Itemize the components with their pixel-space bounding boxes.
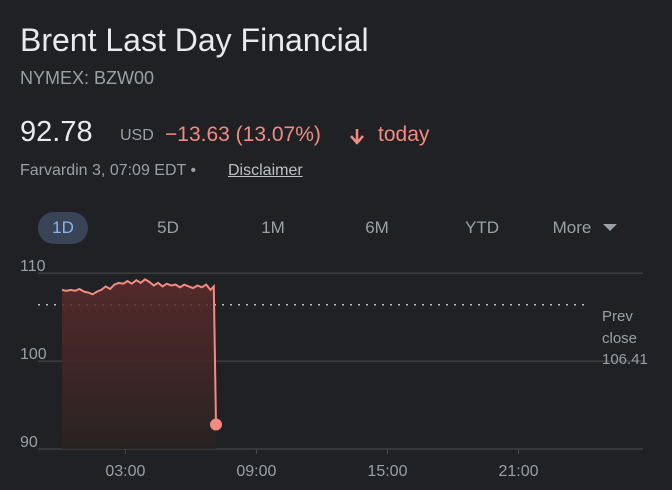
title: Brent Last Day Financial <box>20 22 369 58</box>
x-tick-label: 21:00 <box>498 463 538 480</box>
range-tab[interactable]: 1D <box>52 218 74 237</box>
price-line <box>61 278 217 425</box>
range-tab[interactable]: 5D <box>157 218 179 237</box>
prev-close-label: Prev close <box>602 308 638 347</box>
x-tick-label: 15:00 <box>367 463 407 480</box>
disclaimer-link[interactable]: Disclaimer <box>228 162 303 179</box>
x-tick-label: 09:00 <box>236 463 276 480</box>
currency: USD <box>120 127 154 144</box>
range-tab[interactable]: YTD <box>465 218 499 237</box>
dropdown-icon <box>603 224 617 231</box>
price: 92.78 <box>20 116 93 148</box>
range-tab[interactable]: 1M <box>261 218 285 237</box>
tab-highlight <box>38 212 88 244</box>
prev-close-value: 106.41 <box>602 351 648 368</box>
y-tick-label: 90 <box>20 434 38 451</box>
price-area <box>62 279 217 449</box>
y-tick-label: 110 <box>20 258 46 275</box>
last-price-dot <box>210 418 223 431</box>
change: −13.63 (13.07%) <box>165 123 321 146</box>
timestamp: Farvardin 3, 07:09 EDT • <box>20 162 197 179</box>
range-tab[interactable]: More <box>552 218 592 237</box>
timestamp-text: Farvardin 3, 07:09 EDT <box>20 162 187 179</box>
down-arrow <box>350 129 364 145</box>
x-tick-label: 03:00 <box>105 463 145 480</box>
range-tab[interactable]: 6M <box>365 218 389 237</box>
period: today <box>378 123 430 146</box>
y-tick-label: 100 <box>20 346 47 363</box>
ticker: NYMEX: BZW00 <box>20 68 155 88</box>
